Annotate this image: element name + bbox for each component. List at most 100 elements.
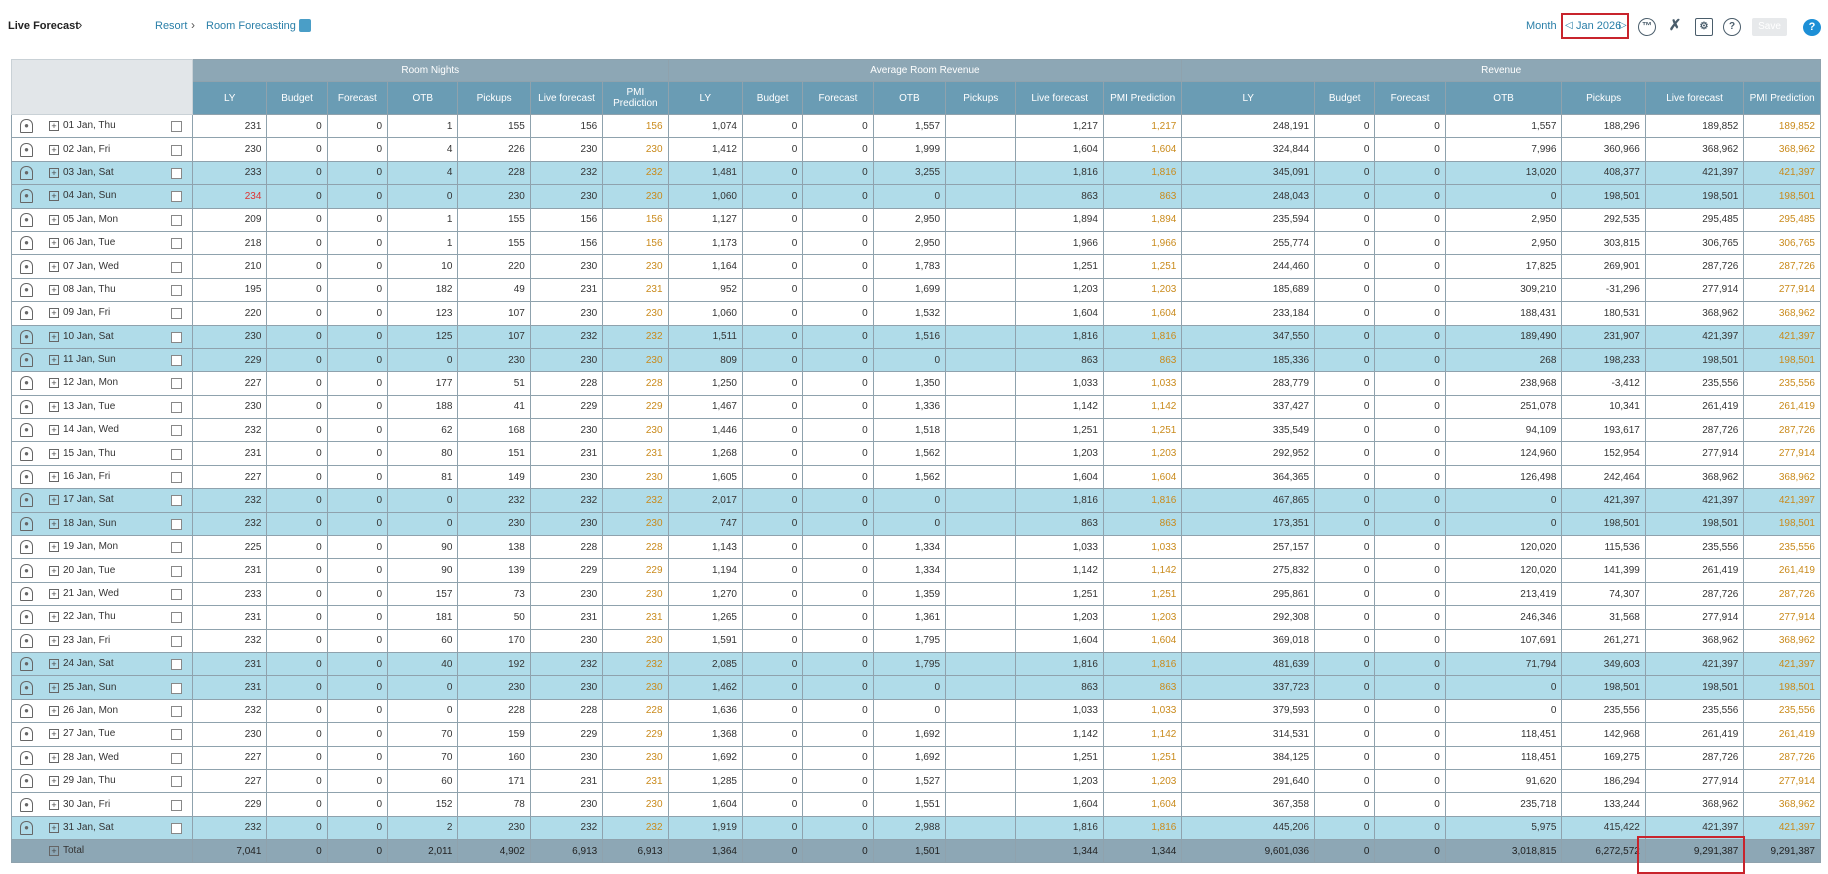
guest-icon[interactable]: ● [20,189,33,204]
row-checkbox[interactable] [171,401,182,413]
expand-icon[interactable]: + [49,191,59,202]
save-button[interactable]: Save [1752,18,1787,36]
row-checkbox[interactable] [171,355,182,367]
expand-icon[interactable]: + [49,378,59,389]
expand-icon[interactable]: + [49,799,59,810]
expand-icon[interactable]: + [49,238,59,249]
expand-icon[interactable]: + [49,565,59,576]
guest-icon[interactable]: ● [20,727,33,742]
row-checkbox[interactable] [171,472,182,484]
tools-icon[interactable]: ✗ [1668,17,1682,34]
next-month-icon[interactable]: ▷ [1619,20,1627,31]
settings-page-icon[interactable]: ⚙ [1695,18,1713,36]
row-checkbox[interactable] [171,589,182,600]
guest-icon[interactable]: ● [20,329,33,344]
guest-icon[interactable]: ● [20,423,33,438]
guest-icon[interactable]: ● [20,820,33,835]
row-checkbox[interactable] [171,799,182,811]
expand-icon[interactable]: + [49,776,59,787]
row-checkbox[interactable] [171,635,182,647]
expand-icon[interactable]: + [49,425,59,436]
guest-icon[interactable]: ● [20,446,33,461]
expand-icon[interactable]: + [49,729,59,740]
guest-icon[interactable]: ● [20,376,33,391]
guest-icon[interactable]: ● [20,306,33,321]
breadcrumb-room-forecasting[interactable]: Room Forecasting [206,20,296,32]
prev-month-icon[interactable]: ◁ [1565,20,1573,31]
guest-icon[interactable]: ● [20,703,33,718]
expand-icon[interactable]: + [49,612,59,623]
expand-icon[interactable]: + [49,144,59,155]
month-selector[interactable]: ◁ Jan 2026 ▷ [1561,13,1629,39]
guest-icon[interactable]: ● [20,516,33,531]
expand-icon[interactable]: + [49,635,59,646]
guest-icon[interactable]: ● [20,236,33,251]
expand-icon[interactable]: + [49,822,59,833]
row-checkbox[interactable] [171,495,182,507]
row-checkbox[interactable] [171,705,182,717]
expand-icon[interactable]: + [49,659,59,670]
expand-icon[interactable]: + [49,542,59,553]
row-checkbox[interactable] [171,612,182,624]
guest-icon[interactable]: ● [20,610,33,625]
chat-icon[interactable]: ? [1803,19,1821,36]
row-checkbox[interactable] [171,776,182,788]
chart-icon[interactable]: ™ [1638,18,1656,36]
expand-icon[interactable]: + [49,214,59,225]
row-checkbox[interactable] [171,144,182,156]
expand-icon[interactable]: + [49,401,59,412]
expand-icon[interactable]: + [49,472,59,483]
guest-icon[interactable]: ● [20,563,33,578]
guest-icon[interactable]: ● [20,633,33,648]
chevron-right-icon[interactable]: › [78,17,83,32]
expand-icon[interactable]: + [49,121,59,132]
expand-icon[interactable]: + [49,331,59,342]
row-checkbox[interactable] [171,565,182,577]
expand-icon[interactable]: + [49,846,59,857]
expand-icon[interactable]: + [49,589,59,599]
guest-icon[interactable]: ● [20,540,33,555]
row-checkbox[interactable] [171,752,182,764]
guest-icon[interactable]: ● [20,282,33,297]
guest-icon[interactable]: ● [20,259,33,274]
expand-icon[interactable]: + [49,495,59,506]
expand-icon[interactable]: + [49,308,59,319]
row-checkbox[interactable] [171,261,182,273]
row-checkbox[interactable] [171,121,182,133]
expand-icon[interactable]: + [49,705,59,716]
breadcrumb-resort[interactable]: Resort [155,20,188,32]
row-checkbox[interactable] [171,308,182,320]
expand-icon[interactable]: + [49,752,59,763]
guest-icon[interactable]: ● [20,142,33,157]
row-checkbox[interactable] [171,448,182,460]
month-value[interactable]: Jan 2026 [1576,20,1622,32]
help-icon[interactable]: ? [1723,18,1741,36]
expand-icon[interactable]: + [49,167,59,178]
row-checkbox[interactable] [171,167,182,179]
expand-icon[interactable]: + [49,261,59,272]
row-checkbox[interactable] [171,238,182,250]
row-checkbox[interactable] [171,659,182,671]
row-checkbox[interactable] [171,378,182,390]
guest-icon[interactable]: ● [20,353,33,368]
guest-icon[interactable]: ● [20,750,33,765]
row-checkbox[interactable] [171,425,182,437]
row-checkbox[interactable] [171,822,182,834]
expand-icon[interactable]: + [49,448,59,459]
bookmark-icon[interactable] [299,19,311,32]
row-checkbox[interactable] [171,284,182,296]
row-checkbox[interactable] [171,214,182,226]
row-checkbox[interactable] [171,191,182,203]
guest-icon[interactable]: ● [20,493,33,508]
guest-icon[interactable]: ● [20,587,33,601]
guest-icon[interactable]: ● [20,399,33,414]
guest-icon[interactable]: ● [20,680,33,695]
row-checkbox[interactable] [171,729,182,741]
expand-icon[interactable]: + [49,682,59,693]
row-checkbox[interactable] [171,518,182,530]
row-checkbox[interactable] [171,682,182,694]
row-checkbox[interactable] [171,331,182,343]
expand-icon[interactable]: + [49,284,59,295]
guest-icon[interactable]: ● [20,119,33,134]
guest-icon[interactable]: ● [20,165,33,180]
